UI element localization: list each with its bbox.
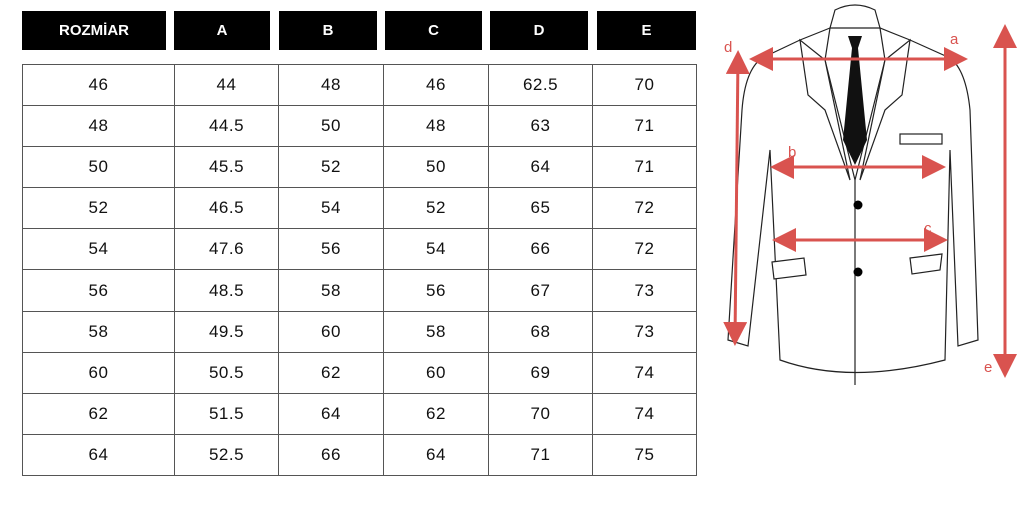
- table-cell: 66: [488, 228, 593, 271]
- button-icon: [853, 267, 863, 277]
- table-cell: 46.5: [174, 187, 279, 230]
- table-cell: 46: [22, 63, 175, 107]
- tie: [843, 36, 867, 165]
- table-cell: 62: [22, 392, 175, 435]
- table-cell: 58: [278, 269, 384, 312]
- table-cell: 60: [383, 351, 489, 394]
- table-cell: 63: [488, 105, 593, 148]
- table-row: 46 44 48 46 62.5 70: [22, 63, 697, 107]
- table-row: 60 50.5 62 60 69 74: [22, 351, 697, 394]
- button-icon: [853, 200, 863, 210]
- table-cell: 71: [488, 433, 593, 477]
- table-cell: 47.6: [174, 228, 279, 271]
- label-c: c: [924, 220, 932, 237]
- table-cell: 49.5: [174, 310, 279, 353]
- table-cell: 60: [278, 310, 384, 353]
- header-size: ROZMİAR: [22, 11, 166, 50]
- table-row: 50 45.5 52 50 64 71: [22, 146, 697, 189]
- table-cell: 70: [488, 392, 593, 435]
- table-cell: 74: [592, 351, 697, 394]
- table-cell: 64: [278, 392, 384, 435]
- table-cell: 50: [22, 146, 175, 189]
- table-cell: 65: [488, 187, 593, 230]
- table-cell: 48.5: [174, 269, 279, 312]
- table-cell: 64: [22, 433, 175, 477]
- table-row: 62 51.5 64 62 70 74: [22, 392, 697, 435]
- table-cell: 56: [278, 228, 384, 271]
- table-cell: 51.5: [174, 392, 279, 435]
- table-cell: 56: [22, 269, 175, 312]
- table-cell: 52: [383, 187, 489, 230]
- table-cell: 72: [592, 187, 697, 230]
- table-cell: 73: [592, 269, 697, 312]
- measurement-arrows: [723, 23, 1017, 378]
- table-cell: 50.5: [174, 351, 279, 394]
- table-cell: 67: [488, 269, 593, 312]
- table-cell: 62.5: [488, 63, 593, 107]
- label-d: d: [724, 39, 732, 56]
- table-cell: 50: [383, 146, 489, 189]
- header-a: A: [174, 11, 270, 50]
- table-cell: 52: [278, 146, 384, 189]
- label-a: a: [950, 31, 959, 48]
- table-cell: 48: [22, 105, 175, 148]
- arrow-d: [723, 50, 750, 346]
- table-cell: 71: [592, 146, 697, 189]
- table-cell: 58: [22, 310, 175, 353]
- table-cell: 58: [383, 310, 489, 353]
- table-cell: 64: [488, 146, 593, 189]
- table-cell: 45.5: [174, 146, 279, 189]
- table-cell: 60: [22, 351, 175, 394]
- header-b: B: [279, 11, 377, 50]
- table-cell: 64: [383, 433, 489, 477]
- table-cell: 62: [278, 351, 384, 394]
- table-cell: 52: [22, 187, 175, 230]
- table-cell: 50: [278, 105, 384, 148]
- table-cell: 44: [174, 63, 279, 107]
- table-cell: 48: [383, 105, 489, 148]
- table-cell: 56: [383, 269, 489, 312]
- header-c: C: [385, 11, 482, 50]
- table-cell: 75: [592, 433, 697, 477]
- header-e: E: [597, 11, 696, 50]
- table-row: 58 49.5 60 58 68 73: [22, 310, 697, 353]
- table-cell: 74: [592, 392, 697, 435]
- table-cell: 69: [488, 351, 593, 394]
- table-row: 56 48.5 58 56 67 73: [22, 269, 697, 312]
- table-cell: 44.5: [174, 105, 279, 148]
- table-row: 52 46.5 54 52 65 72: [22, 187, 697, 230]
- table-cell: 54: [383, 228, 489, 271]
- table-row: 54 47.6 56 54 66 72: [22, 228, 697, 271]
- table-cell: 73: [592, 310, 697, 353]
- table-cell: 52.5: [174, 433, 279, 477]
- size-table: 46 44 48 46 62.5 70 48 44.5 50 48 63 71 50 45.5 52 50 64…: [22, 63, 697, 477]
- header-d: D: [490, 11, 588, 50]
- label-e: e: [984, 359, 992, 376]
- table-cell: 48: [278, 63, 384, 107]
- table-cell: 66: [278, 433, 384, 477]
- table-row: 48 44.5 50 48 63 71: [22, 105, 697, 148]
- table-cell: 70: [592, 63, 697, 107]
- table-cell: 68: [488, 310, 593, 353]
- table-cell: 54: [278, 187, 384, 230]
- table-row: 64 52.5 66 64 71 75: [22, 433, 697, 477]
- table-cell: 71: [592, 105, 697, 148]
- table-cell: 62: [383, 392, 489, 435]
- jacket-diagram: d a b c e: [723, 4, 1017, 385]
- table-cell: 54: [22, 228, 175, 271]
- table-cell: 46: [383, 63, 489, 107]
- table-cell: 72: [592, 228, 697, 271]
- label-b: b: [788, 144, 796, 161]
